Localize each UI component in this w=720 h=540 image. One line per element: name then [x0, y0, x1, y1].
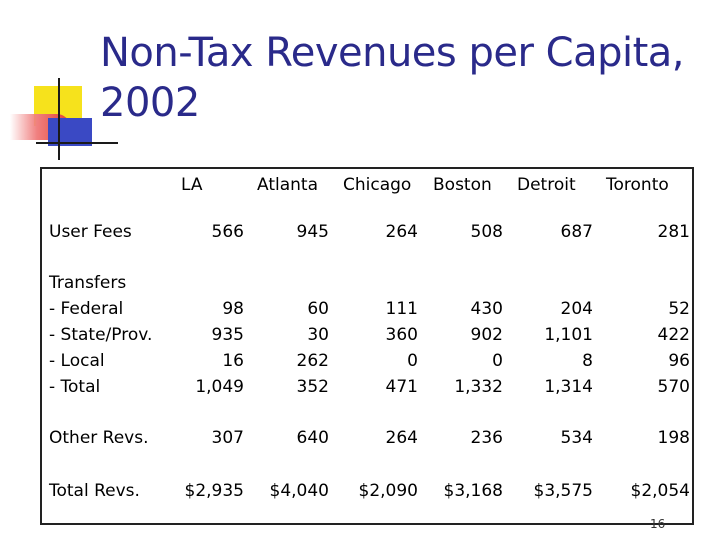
table-cell: 98 935 16 1,049 [195, 299, 244, 397]
table-cell: 945 [296, 222, 329, 242]
table-cell: $3,168 [443, 481, 503, 501]
table-cell: 264 [385, 222, 418, 242]
table-cell: 430 902 0 1,332 [454, 299, 503, 397]
column-header: Boston [433, 175, 492, 195]
row-label: Total Revs. [49, 481, 140, 501]
table-cell: 566 [211, 222, 244, 242]
column-header: LA [181, 175, 203, 195]
slide-title: Non-Tax Revenues per Capita, 2002 [100, 30, 685, 126]
row-label: Transfers - Federal - State/Prov. - Loca… [49, 273, 153, 397]
table-cell: $2,090 [358, 481, 418, 501]
column-header: Atlanta [257, 175, 318, 195]
column-header: Toronto [606, 175, 669, 195]
decor-horizontal-line [36, 142, 118, 144]
table-cell: 508 [470, 222, 503, 242]
decor-vertical-line [58, 78, 60, 160]
table-cell: 60 30 262 352 [296, 299, 329, 397]
revenue-table [40, 167, 694, 525]
table-cell: 687 [560, 222, 593, 242]
column-header: Detroit [517, 175, 576, 195]
page-number: 16 [650, 517, 666, 531]
table-cell: 52 422 96 570 [657, 299, 690, 397]
table-cell: $3,575 [533, 481, 593, 501]
table-cell: $2,935 [184, 481, 244, 501]
row-label: Other Revs. [49, 428, 149, 448]
table-cell: 236 [470, 428, 503, 448]
table-cell: 281 [657, 222, 690, 242]
column-header: Chicago [343, 175, 412, 195]
table-cell: 264 [385, 428, 418, 448]
table-cell: 534 [560, 428, 593, 448]
table-cell: 640 [296, 428, 329, 448]
table-cell: 307 [211, 428, 244, 448]
table-cell: 204 1,101 8 1,314 [544, 299, 593, 397]
decor-blue-square [48, 118, 92, 146]
table-cell: 111 360 0 471 [385, 299, 418, 397]
table-cell: 198 [657, 428, 690, 448]
table-cell: $2,054 [630, 481, 690, 501]
row-label: User Fees [49, 222, 132, 242]
table-cell: $4,040 [269, 481, 329, 501]
